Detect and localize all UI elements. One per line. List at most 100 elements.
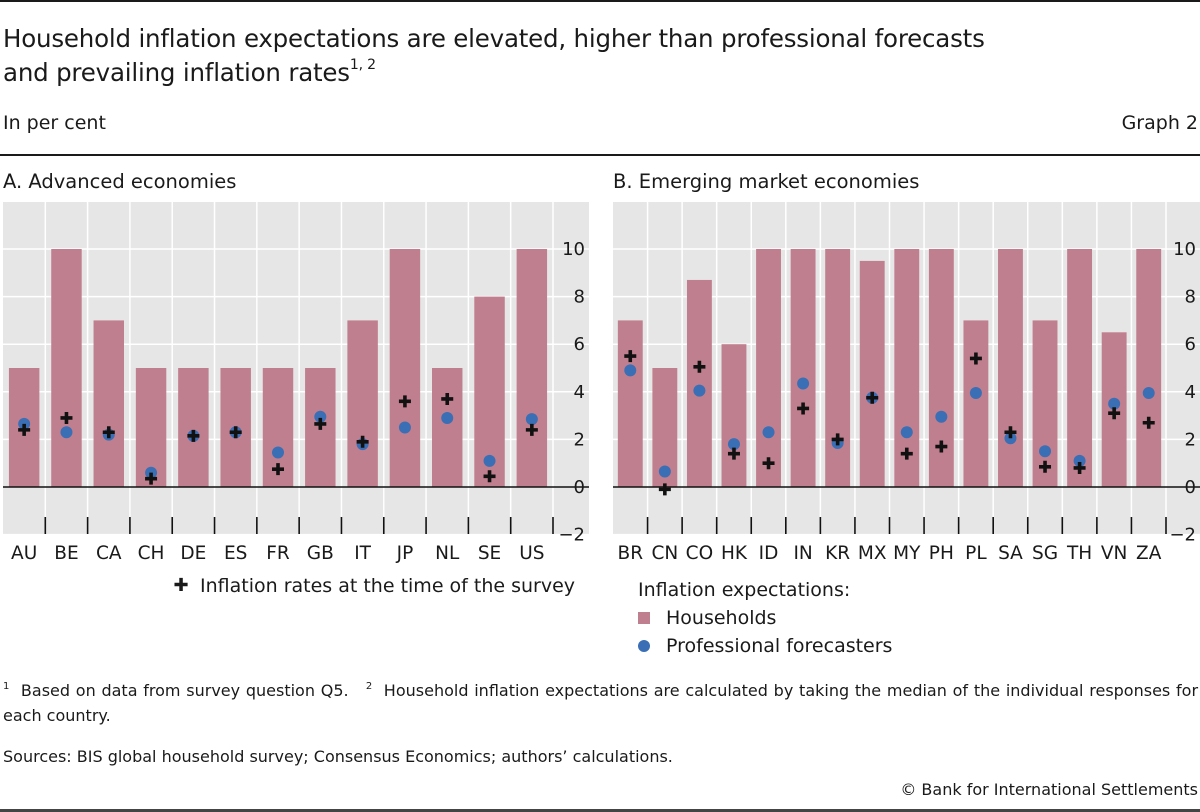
panel-b-title: B. Emerging market economies	[613, 170, 920, 193]
x-category-label: JP	[396, 543, 414, 564]
x-category-label: PL	[965, 543, 987, 564]
footnotes: 1 Based on data from survey question Q5.…	[3, 678, 1198, 728]
y-tick-label: 2	[574, 429, 585, 450]
header-rule	[0, 154, 1200, 156]
legend-inflation: ✚ Inflation rates at the time of the sur…	[172, 572, 575, 600]
dot-professionals-nl	[441, 411, 454, 424]
plus-inflation-ph	[935, 440, 948, 453]
plus-inflation-be	[60, 411, 73, 424]
plus-inflation-ca	[102, 426, 115, 439]
dot-professionals-se	[483, 454, 496, 467]
plus-inflation-jp	[398, 395, 411, 408]
title-line-1: Household inflation expectations are ele…	[3, 24, 985, 53]
x-category-label: AU	[11, 543, 37, 564]
dot-professionals-fr	[272, 446, 284, 459]
x-category-label: BE	[54, 543, 78, 564]
bar-households-br	[617, 320, 643, 487]
plus-inflation-pl	[969, 352, 982, 365]
bar-households-za	[1136, 249, 1162, 487]
dot-professionals-co	[693, 384, 706, 397]
plus-inflation-nl	[441, 392, 454, 405]
legend-inflation-label: Inflation rates at the time of the surve…	[200, 575, 576, 597]
plus-inflation-it	[356, 435, 369, 448]
bar-households-ca	[93, 320, 124, 487]
dot-professionals-vn	[1108, 397, 1121, 410]
legend-expectations: Inflation expectations: Households Profe…	[638, 576, 892, 660]
chart-canvas: −2 0 2 4 6 8 10 AU BE CA CH DE ES FR GB IT JP NL SE US −2 0 2…	[3, 202, 1200, 564]
x-category-label: US	[519, 543, 544, 564]
y-tick-label: −2	[558, 525, 585, 546]
chart-title: Household inflation expectations are ele…	[3, 22, 985, 90]
y-tick-label: 8	[574, 287, 585, 308]
sources-note: Sources: BIS global household survey; Co…	[3, 747, 673, 766]
bar-households-in	[790, 249, 816, 487]
plus-inflation-br	[624, 350, 637, 363]
footnote-2-text: Household inflation expectations are cal…	[3, 681, 1199, 725]
bar-households-pl	[963, 320, 989, 487]
x-category-label: BR	[618, 543, 644, 564]
x-category-label: CN	[651, 543, 678, 564]
plus-inflation-cn	[658, 483, 671, 496]
bar-households-sg	[1032, 320, 1058, 487]
plus-inflation-co	[693, 360, 706, 373]
bar-households-us	[516, 249, 548, 487]
y-tick-label: 0	[1185, 477, 1196, 498]
bar-households-it	[347, 320, 378, 487]
y-tick-label: 2	[1185, 429, 1196, 450]
y-tick-label: 10	[562, 239, 585, 260]
dot-professionals-hk	[727, 438, 740, 451]
bar-households-sa	[998, 249, 1023, 487]
x-category-label: SA	[998, 543, 1023, 564]
y-tick-label: 4	[1185, 382, 1196, 403]
dot-professionals-be	[60, 426, 73, 439]
title-line-2: and prevailing inflation rates	[3, 58, 350, 87]
bar-households-th	[1067, 249, 1093, 487]
x-category-label: ES	[224, 543, 247, 564]
plus-inflation-au	[18, 423, 31, 436]
dot-professionals-in	[797, 377, 810, 390]
plus-inflation-fr	[272, 463, 285, 476]
bar-households-co	[686, 279, 712, 487]
top-rule	[0, 0, 1200, 2]
panel-a-title: A. Advanced economies	[3, 170, 237, 193]
y-tick-label: 6	[1185, 334, 1196, 355]
plus-inflation-mx	[866, 391, 879, 404]
plus-inflation-id	[762, 457, 775, 470]
dot-professionals-jp	[398, 421, 411, 434]
unit-label: In per cent	[3, 112, 106, 134]
plus-inflation-us	[525, 423, 538, 436]
plus-inflation-se	[483, 470, 496, 483]
x-category-label: DE	[180, 543, 206, 564]
dot-professionals-pl	[969, 386, 982, 399]
y-tick-label: 6	[574, 334, 585, 355]
x-category-label: NL	[435, 543, 460, 564]
plus-inflation-vn	[1108, 407, 1121, 420]
bar-households-mx	[859, 260, 885, 487]
panel-b-plot: −2 0 2 4 6 8 10 BR CN CO HK ID IN KR MX MY PH PL SA SG TH VN Z…	[613, 202, 1200, 564]
x-category-label: VN	[1101, 543, 1128, 564]
plus-inflation-gb	[314, 417, 327, 430]
y-tick-label: 10	[1173, 239, 1196, 260]
bar-households-nl	[432, 368, 463, 487]
y-tick-label: −2	[1169, 525, 1196, 546]
x-category-label: TH	[1066, 543, 1092, 564]
x-category-label: IN	[793, 543, 812, 564]
bar-households-de	[178, 368, 209, 487]
x-category-label: CO	[686, 543, 713, 564]
x-category-label: SG	[1032, 543, 1058, 564]
dot-professionals-my	[900, 426, 913, 439]
legend-professionals-label: Professional forecasters	[666, 635, 893, 657]
panel-a-plot: −2 0 2 4 6 8 10 AU BE CA CH DE ES FR GB IT JP NL SE US	[3, 202, 589, 564]
bottom-rule	[0, 809, 1200, 812]
y-tick-label: 8	[1185, 287, 1196, 308]
x-category-label: CA	[96, 543, 122, 564]
plus-inflation-in	[797, 402, 810, 415]
copyright-note: © Bank for International Settlements	[900, 780, 1198, 799]
y-tick-label: 4	[574, 382, 585, 403]
y-tick-label: 0	[574, 477, 585, 498]
plus-inflation-za	[1142, 416, 1155, 429]
dot-professionals-th	[1073, 454, 1086, 467]
x-category-label: PH	[929, 543, 954, 564]
households-swatch-icon	[638, 612, 650, 624]
dot-professionals-br	[624, 364, 637, 377]
